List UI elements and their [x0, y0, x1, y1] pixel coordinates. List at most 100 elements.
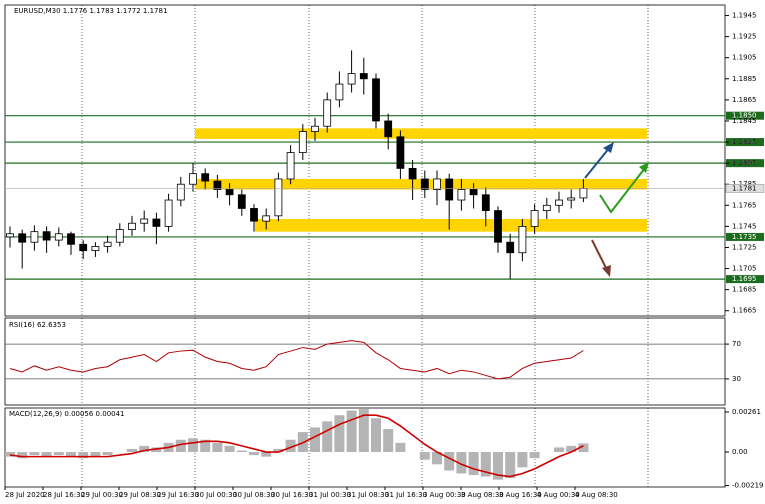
- candle-body: [335, 83, 344, 101]
- macd-bar: [554, 447, 564, 453]
- x-tick-label: 31 Jul 08:30: [347, 491, 389, 499]
- candle-body: [530, 210, 539, 227]
- candle-body: [445, 178, 454, 201]
- candle-body: [384, 120, 393, 138]
- candle-body: [250, 208, 258, 222]
- check-arrow-head: [639, 162, 649, 173]
- y-tick-label: 1.1705: [732, 265, 757, 273]
- y-tick-label: 1.1905: [732, 54, 757, 62]
- x-tick-label: 3 Aug 08:30: [461, 491, 504, 499]
- candle-body: [18, 233, 27, 243]
- macd-bar: [139, 445, 150, 453]
- level-label-box: [726, 159, 764, 168]
- macd-bar: [127, 448, 137, 453]
- macd-bar: [383, 429, 394, 453]
- macd-bar: [5, 452, 15, 457]
- candle-body: [494, 210, 502, 243]
- x-tick-label: 30 Jul 08:30: [233, 491, 275, 499]
- candle-body: [311, 125, 319, 132]
- macd-bar: [175, 439, 186, 453]
- level-label-box: [726, 232, 764, 241]
- last-price-box: [725, 184, 765, 193]
- down-arrow-head: [602, 265, 611, 277]
- rsi-title: RSI(16) 62.6353: [9, 321, 66, 329]
- macd-bar: [273, 448, 284, 453]
- y-tick-label: 1.1945: [732, 12, 757, 20]
- candle-body: [433, 178, 441, 190]
- y-tick-label: 1.1685: [732, 286, 757, 294]
- macd-bar: [53, 452, 64, 456]
- macd-bar: [261, 452, 272, 457]
- level-label: 1.1695: [732, 275, 757, 283]
- macd-bar: [102, 452, 113, 456]
- macd-bar: [395, 442, 406, 453]
- candle-body: [262, 215, 271, 222]
- candle-body: [67, 233, 75, 245]
- check-arrow: [599, 167, 646, 214]
- candle-body: [176, 183, 185, 201]
- candle-body: [201, 173, 210, 182]
- macd-bar: [90, 452, 101, 457]
- candle-body: [469, 189, 478, 196]
- x-tick-label: 4 Aug 08:30: [575, 491, 618, 499]
- candle-body: [103, 241, 112, 247]
- x-tick-label: 31 Jul 16:30: [385, 491, 427, 499]
- y-tick-label: 70: [732, 340, 741, 348]
- candle-body: [274, 178, 283, 217]
- macd-bar: [468, 452, 479, 476]
- macd-bar: [322, 421, 333, 453]
- y-tick-label: 1.1725: [732, 243, 757, 251]
- macd-bar: [41, 452, 52, 457]
- price-panel: [4, 4, 726, 317]
- candle-body: [115, 229, 124, 243]
- y-tick-label: 1.1845: [732, 117, 757, 125]
- macd-bar: [78, 452, 89, 459]
- macd-bar: [444, 452, 455, 471]
- macd-bar: [578, 443, 589, 453]
- macd-bar: [17, 452, 28, 459]
- macd-bar: [371, 418, 381, 453]
- candle-body: [323, 99, 332, 127]
- x-tick-label: 29 Jul 08:30: [119, 491, 161, 499]
- macd-bar: [505, 452, 516, 479]
- level-label: 1.1850: [732, 112, 757, 120]
- candle-body: [152, 218, 161, 227]
- x-tick-label: 28 Jul 16:30: [43, 491, 85, 499]
- candle-body: [347, 73, 356, 85]
- macd-bar: [334, 415, 345, 453]
- forecast-arrows: [584, 142, 649, 277]
- macd-title: MACD(12,26,9) 0.00056 0.00041: [9, 410, 125, 418]
- y-tick-label: 1.1885: [732, 75, 757, 83]
- macd-bar: [236, 450, 247, 453]
- macd-bar: [346, 410, 357, 453]
- candle-body: [518, 225, 527, 254]
- candle-body: [420, 178, 429, 190]
- x-tick-label: 28 Jul 2020: [5, 491, 45, 499]
- rsi-line: [9, 340, 584, 380]
- level-label: 1.1735: [732, 233, 757, 241]
- macd-bar: [285, 439, 296, 453]
- x-tick-label: 3 Aug 00:30: [423, 491, 466, 499]
- level-label: 1.1825: [732, 138, 757, 146]
- candle-body: [140, 218, 149, 224]
- candle-body: [189, 173, 197, 185]
- candle-body: [579, 188, 588, 199]
- level-label-box: [726, 111, 764, 120]
- y-tick-label: 1.1925: [732, 33, 757, 41]
- x-tick-label: 4 Aug 00:30: [537, 491, 580, 499]
- macd-bar: [529, 452, 540, 459]
- candle-body: [237, 194, 246, 209]
- macd-bar: [432, 452, 442, 465]
- candle-body: [481, 194, 490, 211]
- candle-body: [6, 233, 14, 238]
- zone: [255, 219, 647, 232]
- x-tick-label: 3 Aug 16:30: [499, 491, 542, 499]
- macd-bar: [456, 452, 467, 474]
- down-arrow: [591, 239, 608, 271]
- x-tick-label: 31 Jul 00:30: [309, 491, 351, 499]
- y-tick-label: 0.00: [732, 448, 748, 456]
- y-tick-label: 1.1865: [732, 96, 757, 104]
- signal-line: [9, 414, 584, 478]
- candle-body: [457, 189, 466, 201]
